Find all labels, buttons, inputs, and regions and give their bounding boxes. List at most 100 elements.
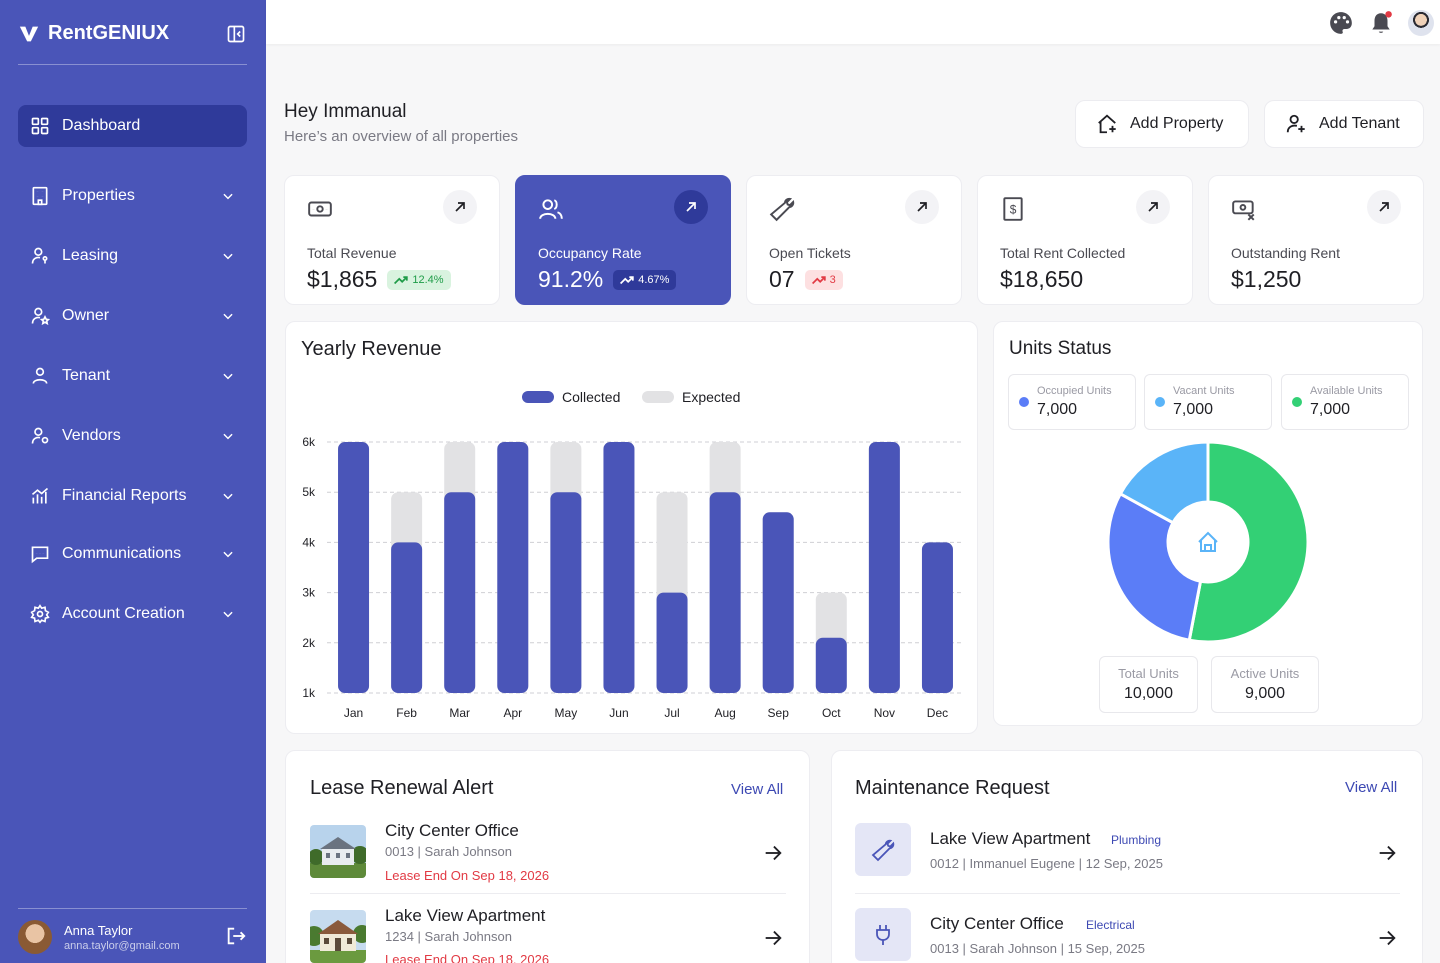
x-tick-label: Jun bbox=[609, 706, 628, 720]
maintenance-row-title[interactable]: Lake View Apartment bbox=[930, 829, 1091, 848]
house-photo bbox=[310, 825, 366, 878]
sidebar-item-leasing[interactable]: Leasing bbox=[18, 235, 247, 277]
units-status-card: Units Status Occupied Units 7,000 Vacant … bbox=[993, 321, 1423, 726]
arrow-up-right-icon bbox=[455, 202, 465, 212]
bar-collected[interactable] bbox=[762, 512, 794, 693]
bar-collected[interactable] bbox=[391, 542, 423, 693]
donut-slice[interactable] bbox=[1187, 440, 1310, 644]
lease-row-title[interactable]: City Center Office bbox=[385, 821, 519, 840]
sidebar-item-account-creation[interactable]: Account Creation bbox=[18, 593, 247, 635]
stat-arrow-button[interactable] bbox=[905, 190, 939, 224]
sidebar-item-properties[interactable]: Properties bbox=[18, 175, 247, 217]
user-key-icon bbox=[31, 247, 48, 264]
sidebar-item-tenant[interactable]: Tenant bbox=[18, 355, 247, 397]
x-tick-label: Jan bbox=[344, 706, 363, 720]
stat-arrow-button[interactable] bbox=[674, 190, 708, 224]
chevron-down-icon bbox=[223, 611, 233, 618]
y-tick-label: 6k bbox=[302, 435, 316, 449]
sidebar-item-vendors[interactable]: Vendors bbox=[18, 415, 247, 457]
user-name: Anna Taylor bbox=[64, 922, 133, 938]
trend-up-icon bbox=[620, 275, 634, 284]
box-label: Active Units bbox=[1230, 666, 1300, 681]
property-thumbnail[interactable] bbox=[310, 825, 366, 878]
stat-card-total-rent-collected[interactable]: $ Total Rent Collected $18,650 bbox=[977, 175, 1193, 305]
lease-view-all-link[interactable]: View All bbox=[731, 781, 784, 798]
bar-collected[interactable] bbox=[444, 492, 476, 693]
lease-row-title[interactable]: Lake View Apartment bbox=[385, 906, 546, 925]
chevron-down-icon bbox=[223, 493, 233, 500]
bar-collected[interactable] bbox=[550, 492, 582, 693]
bar-collected[interactable] bbox=[603, 442, 635, 693]
chat-icon bbox=[31, 546, 49, 564]
stat-card-total-revenue[interactable]: Total Revenue $1,865 12.4% bbox=[284, 175, 500, 305]
property-thumbnail[interactable] bbox=[310, 910, 366, 963]
x-tick-label: Sep bbox=[768, 706, 790, 720]
bar-collected[interactable] bbox=[921, 542, 953, 693]
stat-card-occupancy-rate[interactable]: Occupancy Rate 91.2% 4.67% bbox=[515, 175, 731, 305]
bar-collected[interactable] bbox=[656, 592, 688, 693]
palette-icon[interactable] bbox=[1328, 10, 1354, 36]
sidebar-item-owner[interactable]: Owner bbox=[18, 295, 247, 337]
box-label: Available Units bbox=[1310, 385, 1383, 397]
stat-label: Total Revenue bbox=[307, 245, 397, 261]
bar-collected[interactable] bbox=[815, 637, 847, 693]
legend-swatch-collected bbox=[522, 391, 554, 403]
sidebar-item-dashboard[interactable]: Dashboard bbox=[18, 105, 247, 147]
legend-swatch-expected bbox=[642, 391, 674, 403]
arrow-right-icon[interactable] bbox=[762, 927, 784, 949]
x-tick-label: Apr bbox=[503, 706, 522, 720]
logout-icon[interactable] bbox=[225, 925, 247, 947]
bell-icon[interactable] bbox=[1368, 10, 1394, 36]
stat-arrow-button[interactable] bbox=[1136, 190, 1170, 224]
sidebar-item-label: Communications bbox=[62, 545, 182, 562]
stat-arrow-button[interactable] bbox=[1367, 190, 1401, 224]
legend-label: Collected bbox=[562, 389, 621, 405]
bar-collected[interactable] bbox=[709, 492, 741, 693]
arrow-up-right-icon bbox=[917, 202, 927, 212]
add-tenant-button[interactable]: Add Tenant bbox=[1264, 100, 1424, 148]
arrow-up-right-icon bbox=[686, 202, 696, 212]
units-donut-chart bbox=[1106, 440, 1310, 644]
units-status-title: Units Status bbox=[1009, 338, 1112, 359]
arrow-right-icon[interactable] bbox=[1376, 842, 1398, 864]
greeting-subtitle: Here’s an overview of all properties bbox=[284, 128, 519, 145]
plug-icon bbox=[876, 924, 890, 945]
ticket-badge-value: 3 bbox=[829, 273, 836, 286]
bar-collected[interactable] bbox=[338, 442, 370, 693]
sidebar-item-financial-reports[interactable]: Financial Reports bbox=[18, 475, 247, 517]
legend-collected: Collected bbox=[522, 389, 620, 405]
profile-avatar[interactable] bbox=[1408, 10, 1434, 36]
sidebar: RentGENIUX Dashboard Properties Leasing … bbox=[0, 0, 266, 963]
sidebar-item-communications[interactable]: Communications bbox=[18, 533, 247, 575]
trend-up-icon bbox=[394, 275, 409, 284]
stat-card-outstanding-rent[interactable]: Outstanding Rent $1,250 bbox=[1208, 175, 1424, 305]
user-star-icon bbox=[31, 307, 50, 326]
sidebar-item-label: Financial Reports bbox=[62, 487, 187, 504]
avatar[interactable] bbox=[18, 920, 52, 954]
arrow-right-icon[interactable] bbox=[762, 842, 784, 864]
sidebar-item-label: Leasing bbox=[62, 247, 119, 264]
x-tick-label: Aug bbox=[714, 706, 735, 720]
trend-badge: 4.67% bbox=[613, 269, 677, 290]
x-tick-label: May bbox=[555, 706, 578, 720]
chart-title: Yearly Revenue bbox=[301, 338, 442, 360]
stat-arrow-button[interactable] bbox=[443, 190, 477, 224]
building-icon bbox=[32, 186, 48, 206]
maintenance-type-thumb bbox=[855, 823, 911, 876]
x-tick-label: Feb bbox=[396, 706, 417, 720]
bar-collected[interactable] bbox=[868, 442, 900, 693]
collapse-sidebar-icon[interactable] bbox=[226, 24, 246, 44]
arrow-right-icon[interactable] bbox=[1376, 927, 1398, 949]
sidebar-item-label: Account Creation bbox=[62, 605, 185, 622]
maintenance-title: Maintenance Request bbox=[855, 777, 1050, 799]
bar-collected[interactable] bbox=[497, 442, 529, 693]
bar-chart-icon bbox=[31, 487, 49, 504]
maintenance-view-all-link[interactable]: View All bbox=[1345, 779, 1398, 796]
maintenance-row-title[interactable]: City Center Office bbox=[930, 914, 1064, 933]
x-tick-label: Nov bbox=[874, 706, 895, 720]
cash-icon bbox=[308, 201, 332, 217]
arrow-up-right-icon bbox=[1379, 202, 1389, 212]
app-logo[interactable]: RentGENIUX bbox=[18, 22, 169, 45]
stat-card-open-tickets[interactable]: Open Tickets 07 3 bbox=[746, 175, 962, 305]
add-property-button[interactable]: Add Property bbox=[1075, 100, 1249, 148]
